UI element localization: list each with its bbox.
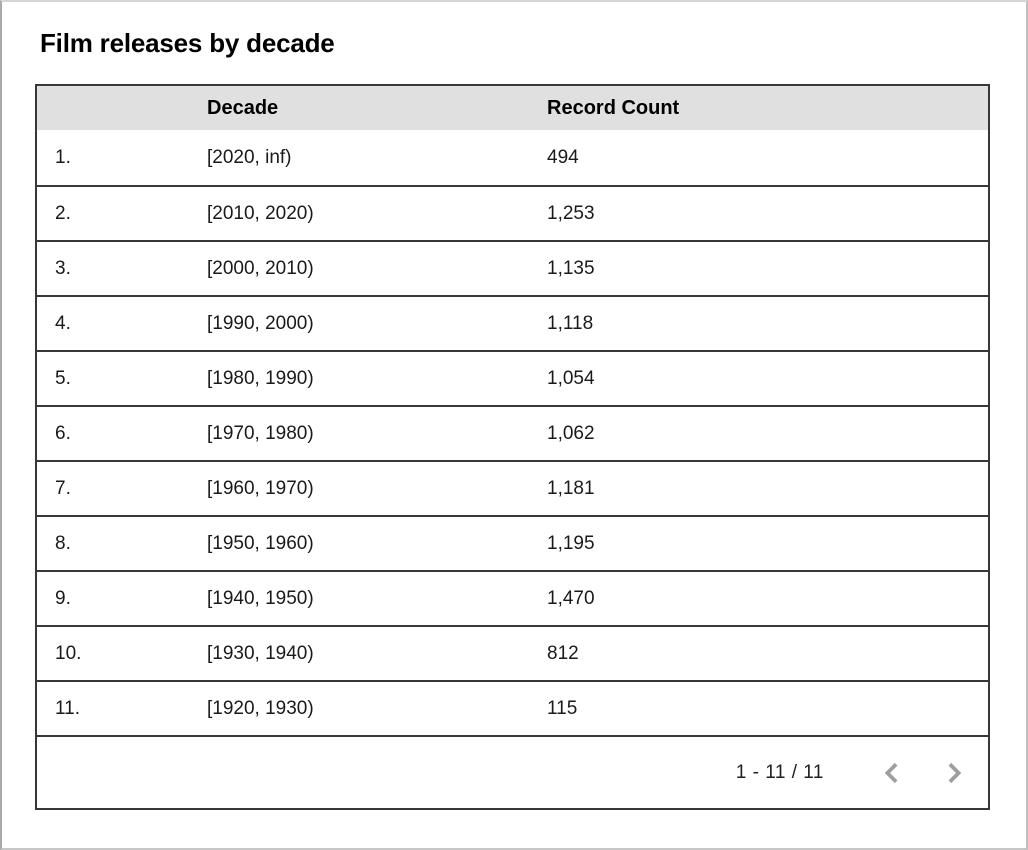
row-number-cell: 9. (55, 587, 71, 609)
record-count-cell: 1,054 (547, 367, 595, 389)
decade-cell: [1930, 1940) (207, 642, 314, 664)
row-number-cell: 7. (55, 477, 71, 499)
record-count-cell: 1,253 (547, 202, 595, 224)
row-number-cell: 3. (55, 257, 71, 279)
row-number-cell: 8. (55, 532, 71, 554)
row-number-cell: 6. (55, 422, 71, 444)
pagination-prev-button[interactable] (876, 756, 910, 790)
pagination-range-label: 1 - 11 / 11 (735, 761, 824, 783)
decade-cell: [1920, 1930) (207, 697, 314, 719)
table-row: 8. [1950, 1960) 1,195 (37, 515, 988, 570)
row-number-cell: 2. (55, 202, 71, 224)
record-count-cell: 1,195 (547, 532, 595, 554)
table-row: 4. [1990, 2000) 1,118 (37, 295, 988, 350)
pagination-next-button[interactable] (936, 756, 970, 790)
record-count-cell: 494 (547, 146, 579, 168)
table-row: 7. [1960, 1970) 1,181 (37, 460, 988, 515)
table-row: 3. [2000, 2010) 1,135 (37, 240, 988, 295)
table-row: 9. [1940, 1950) 1,470 (37, 570, 988, 625)
decade-cell: [1940, 1950) (207, 587, 314, 609)
decade-cell: [1950, 1960) (207, 532, 314, 554)
decade-cell: [1970, 1980) (207, 422, 314, 444)
row-number-cell: 1. (55, 146, 71, 168)
row-number-cell: 11. (55, 697, 81, 719)
row-number-cell: 10. (55, 642, 82, 664)
record-count-cell: 115 (547, 697, 578, 719)
pagination-bar: 1 - 11 / 11 (37, 735, 988, 808)
table-row: 6. [1970, 1980) 1,062 (37, 405, 988, 460)
table-chart: Decade Record Count 1. [2020, inf) 494 2… (35, 84, 990, 810)
decade-cell: [2010, 2020) (207, 202, 314, 224)
header-cell-record-count[interactable]: Record Count (547, 96, 680, 119)
row-number-cell: 4. (55, 312, 71, 334)
decade-cell: [2000, 2010) (207, 257, 314, 279)
decade-cell: [1960, 1970) (207, 477, 314, 499)
record-count-cell: 1,181 (547, 477, 595, 499)
chevron-right-icon (948, 762, 962, 783)
decade-cell: [1980, 1990) (207, 367, 314, 389)
record-count-cell: 1,135 (547, 257, 595, 279)
table-row: 11. [1920, 1930) 115 (37, 680, 988, 735)
table-row: 2. [2010, 2020) 1,253 (37, 185, 988, 240)
table-row: 5. [1980, 1990) 1,054 (37, 350, 988, 405)
chart-title: Film releases by decade (40, 28, 335, 58)
record-count-cell: 1,470 (547, 587, 595, 609)
row-number-cell: 5. (55, 367, 71, 389)
chevron-left-icon (884, 762, 898, 783)
record-count-cell: 1,118 (547, 312, 594, 334)
record-count-cell: 1,062 (547, 422, 595, 444)
decade-cell: [2020, inf) (207, 146, 292, 168)
header-cell-decade[interactable]: Decade (207, 96, 279, 119)
record-count-cell: 812 (547, 642, 579, 664)
table-row: 10. [1930, 1940) 812 (37, 625, 988, 680)
decade-cell: [1990, 2000) (207, 312, 314, 334)
table-row: 1. [2020, inf) 494 (37, 130, 988, 185)
table-header-row: Decade Record Count (37, 86, 988, 130)
